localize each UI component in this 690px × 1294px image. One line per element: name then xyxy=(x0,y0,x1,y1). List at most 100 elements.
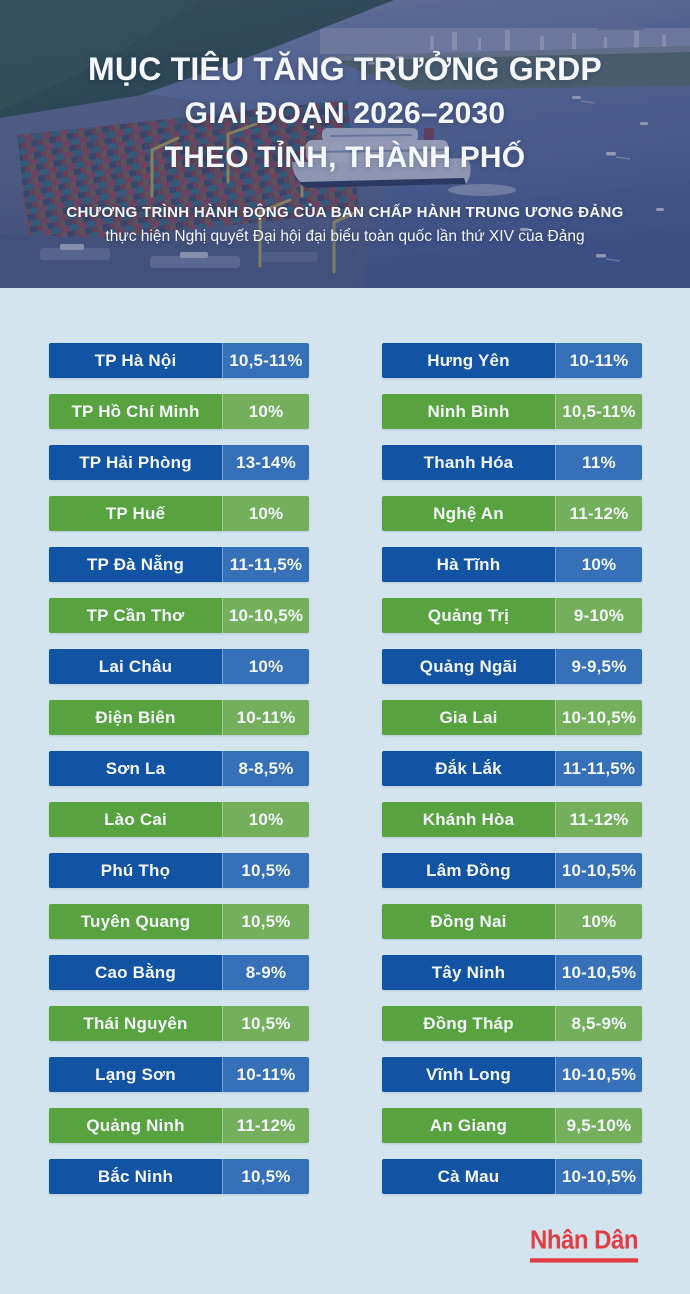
title-line-2: GIAI ĐOẠN 2026–2030 xyxy=(184,97,506,131)
province-value: 10-11% xyxy=(222,700,309,735)
province-row: Quảng Ngãi 9-9,5% xyxy=(382,649,642,684)
province-row: Thanh Hóa 11% xyxy=(382,445,642,480)
province-row: Lào Cai 10% xyxy=(49,802,309,837)
province-name: Đồng Nai xyxy=(382,904,555,939)
province-value: 9-10% xyxy=(555,598,642,633)
province-value: 10-10,5% xyxy=(555,1159,642,1194)
page-title: MỤC TIÊU TĂNG TRƯỞNG GRDP GIAI ĐOẠN 2026… xyxy=(88,50,602,176)
province-name: Hà Tĩnh xyxy=(382,547,555,582)
province-name: Quảng Trị xyxy=(382,598,555,633)
province-name: Lào Cai xyxy=(49,802,222,837)
province-name: An Giang xyxy=(382,1108,555,1143)
province-value: 8-9% xyxy=(222,955,309,990)
province-row: Hà Tĩnh 10% xyxy=(382,547,642,582)
province-table: TP Hà Nội 10,5-11% TP Hồ Chí Minh 10% TP… xyxy=(49,343,642,1194)
province-name: TP Huế xyxy=(49,496,222,531)
province-name: TP Hà Nội xyxy=(49,343,222,378)
province-row: Quảng Ninh 11-12% xyxy=(49,1108,309,1143)
province-name: Phú Thọ xyxy=(49,853,222,888)
province-row: Lai Châu 10% xyxy=(49,649,309,684)
province-name: Điện Biên xyxy=(49,700,222,735)
province-row: Lạng Sơn 10-11% xyxy=(49,1057,309,1092)
province-value: 10,5% xyxy=(222,1006,309,1041)
province-row: Gia Lai 10-10,5% xyxy=(382,700,642,735)
province-value: 11-11,5% xyxy=(555,751,642,786)
province-value: 9-9,5% xyxy=(555,649,642,684)
province-name: Thái Nguyên xyxy=(49,1006,222,1041)
province-name: Hưng Yên xyxy=(382,343,555,378)
province-name: TP Hồ Chí Minh xyxy=(49,394,222,429)
province-value: 11-12% xyxy=(555,802,642,837)
province-name: Cao Bằng xyxy=(49,955,222,990)
province-value: 10-11% xyxy=(555,343,642,378)
province-row: Sơn La 8-8,5% xyxy=(49,751,309,786)
province-value: 10-10,5% xyxy=(555,700,642,735)
province-value: 10% xyxy=(222,394,309,429)
title-line-1: MỤC TIÊU TĂNG TRƯỞNG GRDP xyxy=(88,51,602,87)
province-row: TP Cần Thơ 10-10,5% xyxy=(49,598,309,633)
province-value: 11-12% xyxy=(222,1108,309,1143)
province-name: Lai Châu xyxy=(49,649,222,684)
province-row: Thái Nguyên 10,5% xyxy=(49,1006,309,1041)
province-column-left: TP Hà Nội 10,5-11% TP Hồ Chí Minh 10% TP… xyxy=(49,343,309,1194)
province-row: TP Đà Nẵng 11-11,5% xyxy=(49,547,309,582)
province-name: Lâm Đồng xyxy=(382,853,555,888)
subtitle-line-2: thực hiện Nghị quyết Đại hội đại biểu to… xyxy=(105,227,585,245)
province-value: 11% xyxy=(555,445,642,480)
province-name: Sơn La xyxy=(49,751,222,786)
province-value: 10,5% xyxy=(222,904,309,939)
province-name: Thanh Hóa xyxy=(382,445,555,480)
province-value: 10,5% xyxy=(222,853,309,888)
province-row: Cà Mau 10-10,5% xyxy=(382,1159,642,1194)
photo-blue-overlay xyxy=(0,0,690,288)
province-row: Đồng Nai 10% xyxy=(382,904,642,939)
province-name: Quảng Ninh xyxy=(49,1108,222,1143)
province-row: Ninh Bình 10,5-11% xyxy=(382,394,642,429)
province-name: Gia Lai xyxy=(382,700,555,735)
province-column-right: Hưng Yên 10-11% Ninh Bình 10,5-11% Thanh… xyxy=(382,343,642,1194)
province-name: Đắk Lắk xyxy=(382,751,555,786)
province-name: Bắc Ninh xyxy=(49,1159,222,1194)
nhan-dan-logo: Nhân Dân xyxy=(529,1227,639,1263)
province-value: 10-10,5% xyxy=(555,955,642,990)
province-value: 8-8,5% xyxy=(222,751,309,786)
province-row: Khánh Hòa 11-12% xyxy=(382,802,642,837)
province-name: Đồng Tháp xyxy=(382,1006,555,1041)
province-name: Vĩnh Long xyxy=(382,1057,555,1092)
province-value: 10% xyxy=(222,496,309,531)
province-value: 10-10,5% xyxy=(555,853,642,888)
title-line-3: THEO TỈNH, THÀNH PHỐ xyxy=(164,141,526,175)
province-row: Phú Thọ 10,5% xyxy=(49,853,309,888)
province-value: 13-14% xyxy=(222,445,309,480)
province-row: TP Hải Phòng 13-14% xyxy=(49,445,309,480)
province-row: Đồng Tháp 8,5-9% xyxy=(382,1006,642,1041)
province-row: TP Huế 10% xyxy=(49,496,309,531)
province-name: Quảng Ngãi xyxy=(382,649,555,684)
province-value: 8,5-9% xyxy=(555,1006,642,1041)
province-row: Đắk Lắk 11-11,5% xyxy=(382,751,642,786)
province-value: 10-11% xyxy=(222,1057,309,1092)
province-name: Khánh Hòa xyxy=(382,802,555,837)
province-row: Tuyên Quang 10,5% xyxy=(49,904,309,939)
province-name: TP Đà Nẵng xyxy=(49,547,222,582)
province-row: Bắc Ninh 10,5% xyxy=(49,1159,309,1194)
province-name: Cà Mau xyxy=(382,1159,555,1194)
province-value: 11-11,5% xyxy=(222,547,309,582)
province-value: 9,5-10% xyxy=(555,1108,642,1143)
province-name: Tây Ninh xyxy=(382,955,555,990)
province-row: TP Hồ Chí Minh 10% xyxy=(49,394,309,429)
province-name: Lạng Sơn xyxy=(49,1057,222,1092)
province-name: TP Cần Thơ xyxy=(49,598,222,633)
province-value: 10% xyxy=(555,547,642,582)
province-name: Nghệ An xyxy=(382,496,555,531)
province-row: Tây Ninh 10-10,5% xyxy=(382,955,642,990)
province-value: 10-10,5% xyxy=(222,598,309,633)
header-text: MỤC TIÊU TĂNG TRƯỞNG GRDP GIAI ĐOẠN 2026… xyxy=(0,0,690,288)
header: MỤC TIÊU TĂNG TRƯỞNG GRDP GIAI ĐOẠN 2026… xyxy=(0,0,690,288)
province-value: 10% xyxy=(222,649,309,684)
province-row: Lâm Đồng 10-10,5% xyxy=(382,853,642,888)
province-value: 10,5% xyxy=(222,1159,309,1194)
province-row: TP Hà Nội 10,5-11% xyxy=(49,343,309,378)
province-name: Ninh Bình xyxy=(382,394,555,429)
